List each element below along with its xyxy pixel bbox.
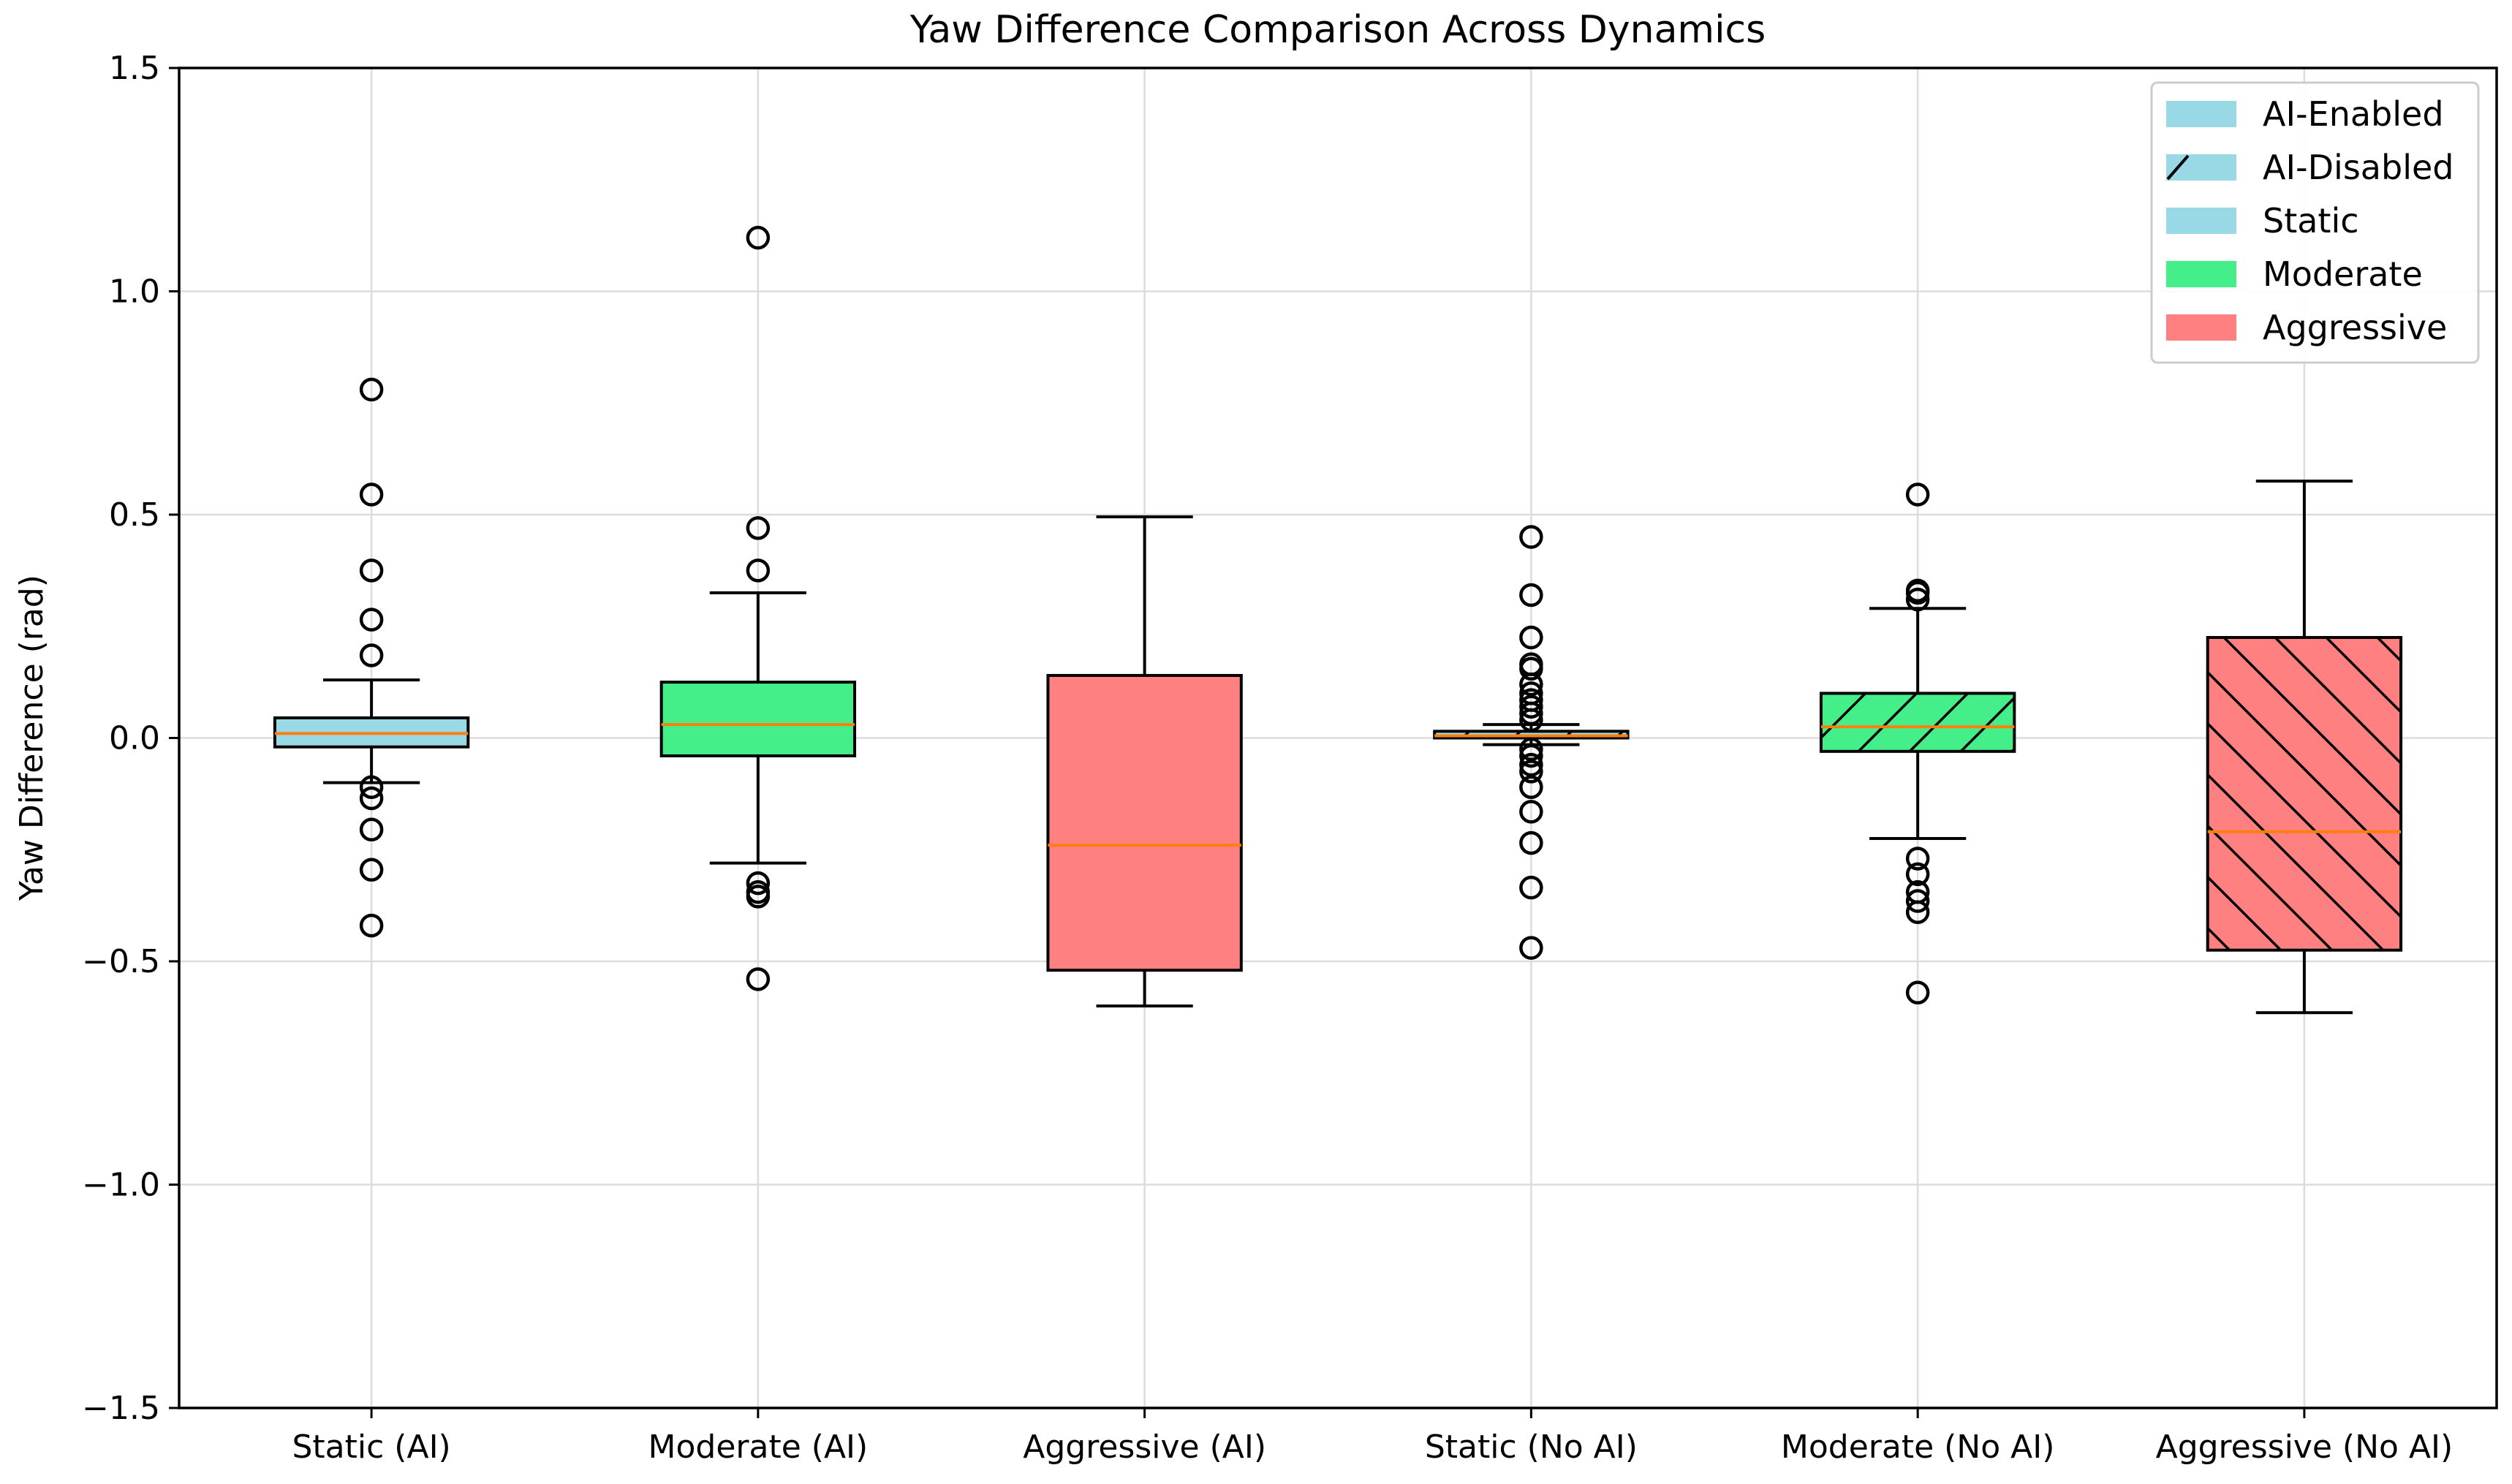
outlier-point — [359, 775, 384, 799]
x-tick-label: Aggressive (AI) — [1023, 1428, 1266, 1466]
legend-label: Aggressive — [2263, 308, 2447, 347]
outlier-point — [746, 225, 771, 250]
box-group — [1433, 525, 1630, 960]
legend-frame — [2150, 81, 2480, 364]
outlier-point — [359, 643, 384, 667]
y-tick-label: −0.5 — [82, 943, 160, 980]
legend-label: AI-Disabled — [2263, 148, 2454, 187]
box-outline — [1046, 673, 1243, 972]
y-axis-label: Yaw Difference (rad) — [13, 575, 50, 901]
y-tick-label: 0.0 — [109, 720, 160, 757]
box-hatch — [2207, 637, 2402, 950]
outlier-point — [1905, 889, 1930, 913]
x-tick-label: Static (AI) — [292, 1428, 451, 1466]
outlier-point — [746, 885, 771, 909]
legend-label: Moderate — [2263, 254, 2423, 294]
outlier-point — [359, 559, 384, 583]
outlier-point — [359, 607, 384, 632]
box-group — [1819, 482, 2016, 1005]
box-body — [1048, 675, 1241, 971]
legend-item: Moderate — [2166, 254, 2423, 294]
outlier-point — [746, 967, 771, 991]
outlier-point — [359, 377, 384, 402]
outlier-point — [1519, 830, 1543, 855]
box-body — [661, 682, 855, 756]
box-outline — [659, 681, 857, 757]
outlier-point — [1519, 525, 1543, 549]
outlier-point — [1905, 900, 1930, 925]
outlier-point — [1905, 847, 1930, 871]
outlier-point — [746, 516, 771, 540]
legend-label: AI-Enabled — [2263, 94, 2444, 134]
outlier-point — [359, 913, 384, 938]
y-tick-label: 0.5 — [109, 496, 160, 534]
outlier-point — [1519, 701, 1543, 726]
plot-frame — [178, 67, 2498, 1409]
outlier-point — [1519, 760, 1543, 784]
outlier-point — [1519, 752, 1543, 777]
outlier-point — [1519, 800, 1543, 824]
outlier-point — [1905, 587, 1930, 612]
legend-swatch — [2166, 208, 2236, 234]
outlier-point — [1905, 482, 1930, 507]
outlier-point — [1519, 694, 1543, 719]
legend-item: Aggressive — [2166, 308, 2447, 347]
outlier-point — [1519, 656, 1543, 681]
outlier-point — [746, 559, 771, 583]
outlier-point — [1519, 737, 1543, 762]
legend-swatch — [2166, 101, 2236, 127]
outlier-point — [746, 871, 771, 896]
outlier-point — [1519, 875, 1543, 900]
box-hatch — [1820, 693, 2015, 752]
outlier-point — [1519, 708, 1543, 732]
legend-item: Static — [2166, 201, 2359, 241]
outlier-point — [359, 817, 384, 842]
legend-hatch-mark — [2166, 154, 2190, 181]
outlier-point — [1905, 980, 1930, 1005]
legend-swatch — [2166, 261, 2236, 287]
legend-swatch — [2166, 314, 2236, 341]
outlier-point — [1519, 936, 1543, 960]
legend-item: AI-Disabled — [2166, 148, 2454, 187]
outlier-point — [1905, 862, 1930, 887]
legend-item: AI-Enabled — [2166, 94, 2444, 134]
outlier-point — [1519, 775, 1543, 799]
x-tick-label: Moderate (AI) — [648, 1428, 869, 1466]
outlier-point — [1519, 583, 1543, 607]
y-tick-label: −1.5 — [82, 1390, 160, 1427]
box-group — [273, 377, 470, 938]
box-group — [2206, 480, 2403, 1015]
legend: AI-Enabled AI-Disabled Static Moderate Aggre… — [2150, 81, 2480, 364]
y-tick-label: 1.5 — [109, 50, 160, 87]
y-tick-label: 1.0 — [109, 273, 160, 311]
outlier-point — [359, 858, 384, 882]
x-tick-label: Static (No AI) — [1425, 1428, 1638, 1466]
box-group — [659, 225, 857, 991]
box-group — [1046, 515, 1243, 1008]
chart-title: Yaw Difference Comparison Across Dynamic… — [909, 8, 1766, 52]
y-tick-label: −1.0 — [82, 1167, 160, 1204]
box-outline — [1819, 692, 2016, 753]
outlier-point — [1519, 625, 1543, 650]
outlier-point — [1519, 672, 1543, 697]
x-tick-label: Moderate (No AI) — [1781, 1428, 2054, 1466]
x-tick-label: Aggressive (No AI) — [2156, 1428, 2454, 1466]
outlier-point — [1519, 743, 1543, 768]
outlier-point — [1905, 580, 1930, 605]
legend-label: Static — [2263, 201, 2359, 241]
outlier-point — [359, 786, 384, 811]
box-outline — [2206, 636, 2403, 952]
outlier-point — [359, 482, 384, 507]
